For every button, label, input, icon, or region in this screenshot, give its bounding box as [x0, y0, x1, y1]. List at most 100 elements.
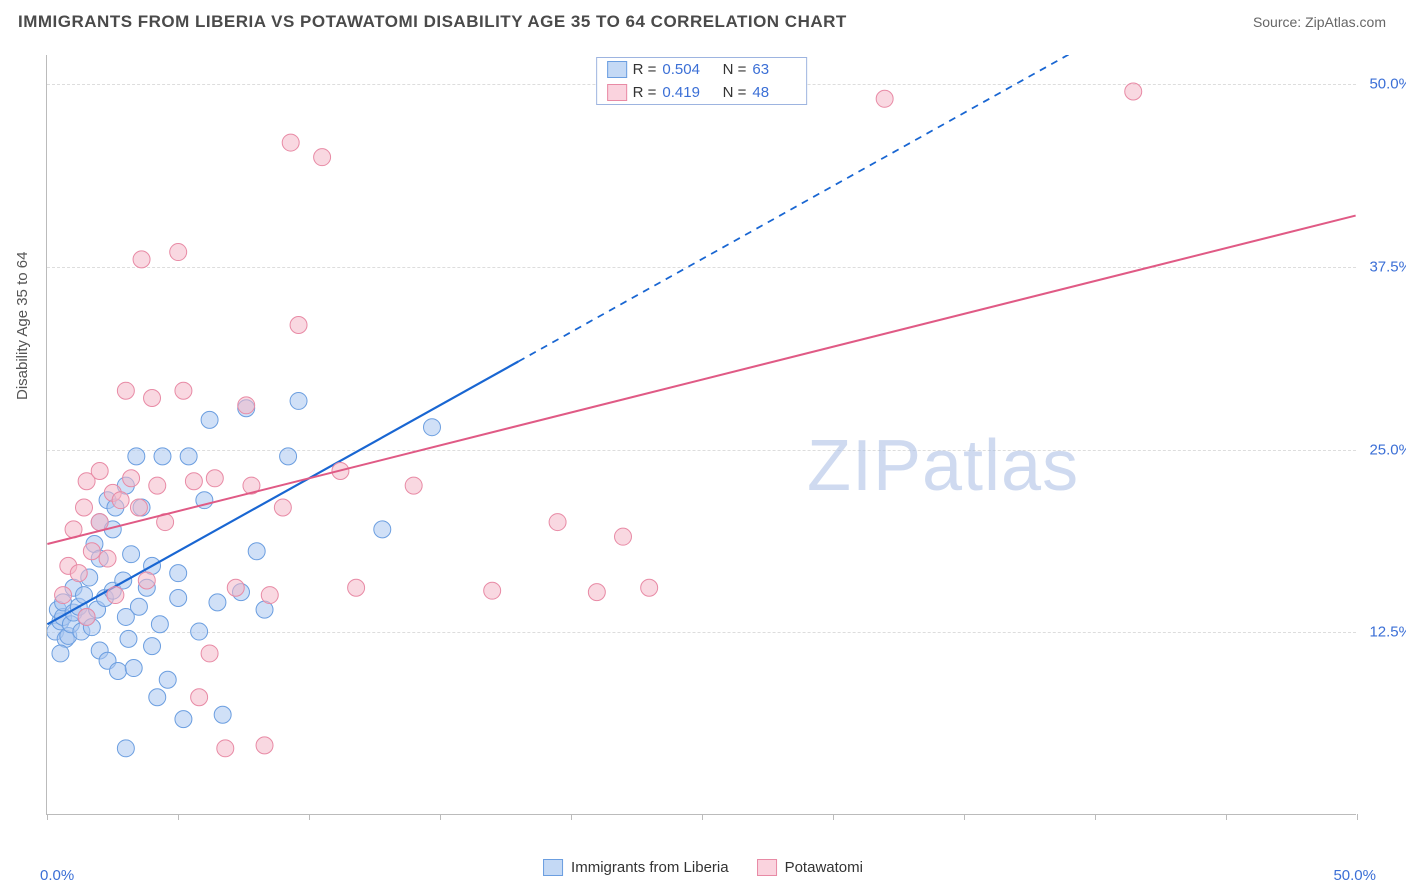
- data-point: [76, 499, 93, 516]
- data-point: [348, 579, 365, 596]
- data-point: [120, 630, 137, 647]
- data-point: [191, 623, 208, 640]
- swatch-series1-bottom: [543, 859, 563, 876]
- swatch-series2: [607, 84, 627, 101]
- swatch-series1: [607, 61, 627, 78]
- data-point: [238, 397, 255, 414]
- data-point: [484, 582, 501, 599]
- r-prefix: R =: [633, 84, 657, 101]
- data-point: [227, 579, 244, 596]
- swatch-series2-bottom: [757, 859, 777, 876]
- n-value-series2: 48: [752, 84, 796, 101]
- r-value-series1: 0.504: [662, 61, 706, 78]
- data-point: [123, 470, 140, 487]
- data-point: [290, 392, 307, 409]
- data-point: [175, 382, 192, 399]
- data-point: [117, 382, 134, 399]
- data-point: [201, 645, 218, 662]
- data-point: [214, 706, 231, 723]
- x-tick: [309, 814, 310, 820]
- data-point: [180, 448, 197, 465]
- data-point: [170, 565, 187, 582]
- data-point: [125, 660, 142, 677]
- x-tick: [964, 814, 965, 820]
- data-point: [261, 587, 278, 604]
- data-point: [248, 543, 265, 560]
- data-point: [1125, 83, 1142, 100]
- data-point: [549, 514, 566, 531]
- data-point: [170, 589, 187, 606]
- x-tick: [702, 814, 703, 820]
- data-point: [280, 448, 297, 465]
- data-point: [91, 463, 108, 480]
- data-point: [641, 579, 658, 596]
- data-point: [130, 499, 147, 516]
- source-attribution: Source: ZipAtlas.com: [1253, 14, 1386, 30]
- legend-bottom: Immigrants from Liberia Potawatomi: [543, 859, 863, 876]
- data-point: [154, 448, 171, 465]
- data-point: [159, 671, 176, 688]
- data-point: [99, 550, 116, 567]
- data-point: [151, 616, 168, 633]
- y-axis-label: Disability Age 35 to 64: [14, 252, 31, 400]
- correlation-stats-box: R = 0.504 N = 63 R = 0.419 N = 48: [596, 57, 808, 105]
- data-point: [83, 543, 100, 560]
- y-tick-label: 12.5%: [1369, 624, 1406, 641]
- data-point: [144, 638, 161, 655]
- r-prefix: R =: [633, 61, 657, 78]
- legend-item-series2: Potawatomi: [757, 859, 863, 876]
- data-point: [588, 584, 605, 601]
- data-point: [209, 594, 226, 611]
- data-point: [876, 90, 893, 107]
- chart-title: IMMIGRANTS FROM LIBERIA VS POTAWATOMI DI…: [18, 12, 847, 32]
- data-point: [256, 737, 273, 754]
- r-value-series2: 0.419: [662, 84, 706, 101]
- data-point: [123, 546, 140, 563]
- data-point: [128, 448, 145, 465]
- y-tick-label: 50.0%: [1369, 76, 1406, 93]
- x-axis-max-label: 50.0%: [1333, 867, 1376, 884]
- data-point: [149, 477, 166, 494]
- n-prefix: N =: [723, 61, 747, 78]
- data-point: [405, 477, 422, 494]
- legend-label-series1: Immigrants from Liberia: [571, 859, 729, 876]
- x-tick: [440, 814, 441, 820]
- data-point: [282, 134, 299, 151]
- data-point: [314, 149, 331, 166]
- data-point: [191, 689, 208, 706]
- regression-line: [47, 216, 1355, 544]
- stats-row-series2: R = 0.419 N = 48: [597, 81, 807, 104]
- x-axis-origin-label: 0.0%: [40, 867, 74, 884]
- data-point: [107, 587, 124, 604]
- x-tick: [1357, 814, 1358, 820]
- data-point: [424, 419, 441, 436]
- data-point: [112, 492, 129, 509]
- data-point: [175, 711, 192, 728]
- data-point: [144, 390, 161, 407]
- x-tick: [833, 814, 834, 820]
- data-point: [201, 411, 218, 428]
- data-point: [206, 470, 223, 487]
- data-point: [133, 251, 150, 268]
- data-point: [374, 521, 391, 538]
- data-point: [78, 608, 95, 625]
- data-point: [55, 587, 72, 604]
- data-point: [290, 317, 307, 334]
- data-point: [117, 740, 134, 757]
- x-tick: [1095, 814, 1096, 820]
- data-point: [130, 598, 147, 615]
- data-point: [217, 740, 234, 757]
- data-point: [52, 645, 69, 662]
- y-tick-label: 37.5%: [1369, 258, 1406, 275]
- data-point: [170, 244, 187, 261]
- data-point: [110, 662, 127, 679]
- data-point: [91, 514, 108, 531]
- data-point: [149, 689, 166, 706]
- legend-item-series1: Immigrants from Liberia: [543, 859, 729, 876]
- data-point: [138, 572, 155, 589]
- x-tick: [1226, 814, 1227, 820]
- data-point: [615, 528, 632, 545]
- x-tick: [178, 814, 179, 820]
- legend-label-series2: Potawatomi: [785, 859, 863, 876]
- scatter-svg: [47, 55, 1356, 814]
